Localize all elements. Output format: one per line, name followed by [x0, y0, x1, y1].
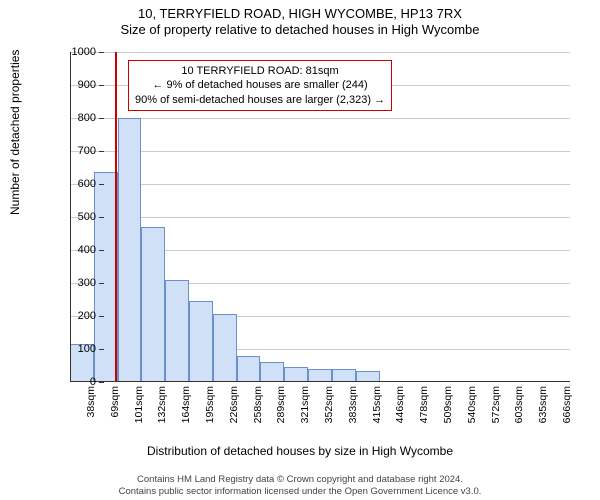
y-tick: 1000 — [46, 46, 96, 58]
x-tick: 509sqm — [442, 386, 454, 423]
x-tick: 101sqm — [133, 386, 145, 423]
x-tick: 289sqm — [275, 386, 287, 423]
x-tick: 132sqm — [156, 386, 168, 423]
chart-title-line1: 10, TERRYFIELD ROAD, HIGH WYCOMBE, HP13 … — [0, 0, 600, 22]
x-tick: 666sqm — [561, 386, 573, 423]
x-tick: 38sqm — [85, 386, 97, 418]
x-tick: 195sqm — [204, 386, 216, 423]
x-tick: 478sqm — [418, 386, 430, 423]
x-tick: 69sqm — [109, 386, 121, 418]
footer-line1: Contains HM Land Registry data © Crown c… — [0, 474, 600, 486]
x-ticks: 38sqm 69sqm 101sqm 132sqm 164sqm 195sqm 226sqm… — [70, 386, 570, 446]
footer-line2: Contains public sector information licen… — [0, 486, 600, 498]
x-tick: 321sqm — [299, 386, 311, 423]
x-tick: 383sqm — [347, 386, 359, 423]
chart-title-line2: Size of property relative to detached ho… — [0, 22, 600, 39]
x-tick: 226sqm — [228, 386, 240, 423]
annotation-line2: ← 9% of detached houses are smaller (244… — [135, 78, 385, 92]
y-tick: 800 — [46, 112, 96, 124]
x-axis-label: Distribution of detached houses by size … — [0, 444, 600, 458]
x-tick: 603sqm — [513, 386, 525, 423]
x-tick: 352sqm — [323, 386, 335, 423]
x-tick: 635sqm — [537, 386, 549, 423]
y-tick: 200 — [46, 310, 96, 322]
y-tick: 100 — [46, 343, 96, 355]
y-tick: 900 — [46, 79, 96, 91]
y-tick: 300 — [46, 277, 96, 289]
y-tick: 400 — [46, 244, 96, 256]
plot-area: 10 TERRYFIELD ROAD: 81sqm ← 9% of detach… — [70, 52, 570, 382]
x-tick: 164sqm — [180, 386, 192, 423]
x-tick: 415sqm — [371, 386, 383, 423]
x-tick: 572sqm — [490, 386, 502, 423]
y-tick: 500 — [46, 211, 96, 223]
x-tick: 446sqm — [394, 386, 406, 423]
annotation-line1: 10 TERRYFIELD ROAD: 81sqm — [135, 64, 385, 78]
annotation-box: 10 TERRYFIELD ROAD: 81sqm ← 9% of detach… — [128, 60, 392, 111]
chart-container: 10, TERRYFIELD ROAD, HIGH WYCOMBE, HP13 … — [0, 0, 600, 500]
y-tick: 700 — [46, 145, 96, 157]
y-tick: 600 — [46, 178, 96, 190]
x-tick: 258sqm — [252, 386, 264, 423]
annotation-line3: 90% of semi-detached houses are larger (… — [135, 93, 385, 107]
footer-attribution: Contains HM Land Registry data © Crown c… — [0, 474, 600, 498]
x-tick: 540sqm — [466, 386, 478, 423]
y-axis-label: Number of detached properties — [8, 50, 22, 215]
